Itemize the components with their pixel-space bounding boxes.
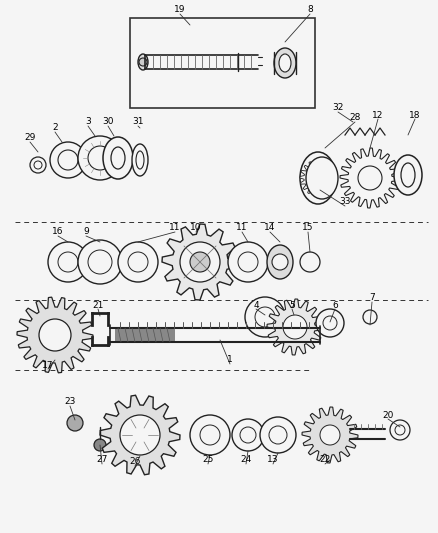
Text: 24: 24 (240, 456, 251, 464)
Text: 25: 25 (202, 456, 214, 464)
Text: 31: 31 (132, 117, 144, 126)
Circle shape (316, 309, 344, 337)
Text: 29: 29 (25, 133, 35, 142)
Circle shape (180, 242, 220, 282)
Circle shape (272, 254, 288, 270)
Text: 20: 20 (382, 410, 394, 419)
Text: 18: 18 (409, 110, 421, 119)
Circle shape (300, 252, 320, 272)
Text: 10: 10 (190, 223, 202, 232)
Circle shape (283, 315, 307, 339)
Text: 21: 21 (92, 301, 104, 310)
Text: 4: 4 (253, 301, 259, 310)
Circle shape (120, 415, 160, 455)
Polygon shape (300, 160, 336, 196)
Ellipse shape (274, 48, 296, 78)
Text: 16: 16 (52, 228, 64, 237)
Text: 11: 11 (169, 223, 181, 232)
Text: 17: 17 (42, 360, 54, 369)
Ellipse shape (267, 245, 293, 279)
Text: 14: 14 (264, 223, 276, 232)
Text: 22: 22 (319, 456, 331, 464)
Text: 26: 26 (129, 457, 141, 466)
Circle shape (228, 242, 268, 282)
Bar (115, 328, 175, 342)
Text: 28: 28 (350, 114, 360, 123)
Circle shape (48, 242, 88, 282)
Ellipse shape (103, 137, 133, 179)
Text: 23: 23 (64, 398, 76, 407)
Text: 1: 1 (227, 356, 233, 365)
Circle shape (190, 415, 230, 455)
Circle shape (320, 425, 340, 445)
Text: 15: 15 (302, 223, 314, 232)
Text: 33: 33 (339, 198, 351, 206)
Ellipse shape (401, 163, 415, 187)
Circle shape (260, 417, 296, 453)
Circle shape (78, 136, 122, 180)
Text: 27: 27 (96, 456, 108, 464)
Text: 9: 9 (83, 228, 89, 237)
Text: 7: 7 (369, 294, 375, 303)
Ellipse shape (138, 54, 148, 70)
Ellipse shape (111, 147, 125, 169)
Text: 32: 32 (332, 103, 344, 112)
Polygon shape (340, 148, 400, 208)
Text: 2: 2 (52, 124, 58, 133)
Ellipse shape (306, 157, 338, 199)
Circle shape (358, 166, 382, 190)
Text: 30: 30 (102, 117, 114, 126)
Text: 3: 3 (85, 117, 91, 126)
Polygon shape (162, 224, 238, 300)
Text: 19: 19 (174, 5, 186, 14)
Circle shape (390, 420, 410, 440)
Polygon shape (267, 299, 323, 355)
Text: 5: 5 (289, 301, 295, 310)
Text: 12: 12 (372, 110, 384, 119)
Circle shape (94, 439, 106, 451)
Ellipse shape (308, 162, 328, 194)
Circle shape (139, 58, 147, 66)
Bar (130, 18, 315, 108)
Circle shape (245, 297, 285, 337)
Ellipse shape (132, 144, 148, 176)
Circle shape (190, 252, 210, 272)
Circle shape (67, 415, 83, 431)
Text: 11: 11 (236, 223, 248, 232)
Ellipse shape (300, 152, 336, 204)
Ellipse shape (279, 54, 291, 72)
Text: 13: 13 (267, 456, 279, 464)
Ellipse shape (394, 155, 422, 195)
Circle shape (50, 142, 86, 178)
Polygon shape (302, 407, 358, 463)
Polygon shape (17, 297, 93, 373)
Circle shape (118, 242, 158, 282)
Circle shape (232, 419, 264, 451)
Circle shape (39, 319, 71, 351)
Circle shape (78, 240, 122, 284)
Polygon shape (100, 395, 180, 475)
Text: 6: 6 (332, 301, 338, 310)
Circle shape (363, 310, 377, 324)
Text: 8: 8 (307, 5, 313, 14)
